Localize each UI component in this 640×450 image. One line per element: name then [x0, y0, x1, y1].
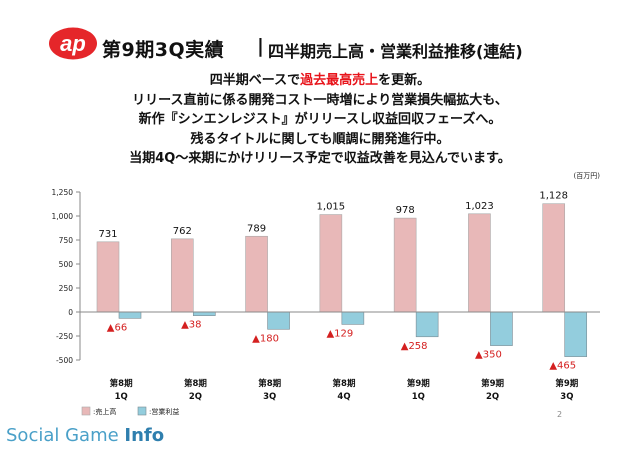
profit-data-label: ▲180 [252, 333, 279, 344]
summary-highlight: 過去最高売上 [300, 73, 379, 88]
legend-label-sales: :売上高 [93, 407, 116, 416]
profit-bar [192, 311, 216, 316]
profit-bar [267, 311, 290, 330]
x-tick-label-quarter: 1Q [412, 392, 425, 402]
summary-line-4: 残るタイトルに関しても順調に開発進行中。 [190, 131, 450, 147]
profit-bar [415, 311, 439, 338]
y-tick-label: 1,250 [52, 188, 74, 197]
sales-bar [170, 238, 194, 313]
company-logo: ap [49, 27, 97, 60]
x-tick-label-quarter: 1Q [115, 392, 128, 402]
x-tick-label-quarter: 4Q [337, 392, 350, 402]
sales-bar [319, 214, 343, 313]
sales-bar [96, 241, 120, 313]
x-tick-label-quarter: 3Q [560, 392, 573, 402]
watermark: Social Game Info [6, 425, 165, 446]
title-separator: | [257, 35, 264, 57]
profit-bar [118, 311, 142, 319]
summary-line-3: 新作『シンエンレジスト』がリリースし収益回収フェーズへ。 [138, 112, 502, 127]
unit-label: (百万円) [574, 172, 601, 180]
sales-bar [393, 217, 417, 313]
y-tick-label: 750 [59, 236, 74, 245]
page-title: 第9期3Q実績 [102, 39, 225, 61]
y-tick-label: 0 [68, 308, 73, 317]
sales-bar [542, 203, 566, 313]
x-tick-label-period: 第9期 [407, 378, 430, 389]
x-tick-label-quarter: 2Q [486, 392, 499, 402]
y-tick-label: 1,000 [52, 212, 74, 221]
x-tick-label-period: 第8期 [184, 378, 207, 389]
sales-bar [245, 235, 268, 313]
sales-data-label: 1,015 [317, 202, 346, 213]
sales-bar [468, 213, 491, 313]
page-number: 2 [557, 410, 563, 419]
profit-data-label: ▲465 [549, 361, 576, 372]
profit-bar [341, 311, 365, 325]
profit-bar [490, 311, 513, 346]
profit-data-label: ▲350 [475, 350, 502, 361]
legend-swatch-profit [137, 406, 147, 416]
sales-data-label: 789 [247, 223, 266, 234]
x-tick-label-period: 第9期 [555, 378, 578, 389]
summary-text: 四半期ベースで過去最高売上を更新。 リリース直前に係る開発コスト一時増により営業… [0, 71, 640, 169]
legend-swatch-sales [81, 406, 91, 416]
quarterly-chart: (百万円) -500 -250 0 250 500 750 1,000 1,250 731 ▲66 第… [52, 172, 601, 416]
sales-data-label: 978 [396, 205, 415, 216]
y-tick-label: 250 [59, 284, 74, 293]
sales-data-label: 1,023 [465, 201, 494, 212]
svg-text:ap: ap [60, 31, 86, 56]
x-tick-label-period: 第8期 [333, 378, 356, 389]
profit-data-label: ▲258 [401, 341, 428, 352]
x-tick-label-quarter: 3Q [263, 392, 276, 402]
x-tick-label-quarter: 2Q [189, 392, 202, 402]
sales-data-label: 1,128 [539, 191, 568, 202]
y-tick-label: 500 [59, 260, 74, 269]
profit-data-label: ▲129 [326, 328, 353, 339]
profit-bar [564, 311, 588, 357]
x-tick-label-period: 第9期 [481, 378, 504, 389]
page-subtitle: 四半期売上高・営業利益推移(連結) [268, 42, 523, 61]
summary-line-2: リリース直前に係る開発コスト一時増により営業損失幅拡大も、 [132, 92, 508, 108]
summary-line-1: 四半期ベースで過去最高売上を更新。 [209, 73, 431, 88]
y-tick-label: -250 [56, 332, 73, 341]
profit-data-label: ▲66 [107, 322, 127, 333]
summary-line-5: 当期4Q～来期にかけリリース予定で収益改善を見込んでいます。 [129, 151, 511, 166]
x-tick-label-period: 第8期 [258, 378, 281, 389]
legend-label-profit: :営業利益 [149, 407, 179, 416]
profit-data-label: ▲38 [181, 320, 201, 331]
y-tick-label: -500 [56, 356, 73, 365]
sales-data-label: 762 [173, 226, 192, 237]
x-tick-label-period: 第8期 [110, 378, 133, 389]
sales-data-label: 731 [98, 229, 117, 240]
